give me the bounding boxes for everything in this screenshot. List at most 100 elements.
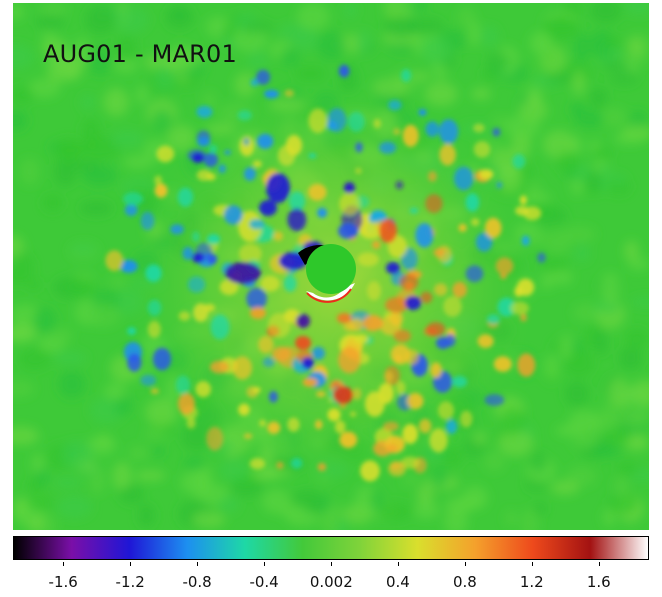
center-occulter	[298, 244, 356, 303]
noise-speckle	[484, 451, 505, 472]
residual-blob	[196, 169, 212, 181]
residual-blob	[400, 456, 420, 469]
noise-speckle	[505, 510, 517, 527]
noise-speckle	[561, 226, 596, 243]
residual-blob	[429, 428, 448, 453]
residual-blob	[395, 180, 404, 190]
colorbar-tick-label: 1.2	[519, 573, 544, 591]
residual-feature	[386, 262, 400, 274]
residual-blob	[347, 111, 365, 132]
residual-blob	[465, 265, 484, 283]
residual-blob	[373, 118, 382, 129]
noise-speckle	[605, 36, 622, 50]
colorbar-tick-mark	[197, 562, 199, 566]
residual-blob	[209, 360, 230, 374]
residual-blob	[479, 169, 494, 180]
noise-speckle	[602, 508, 616, 527]
noise-speckle	[39, 3, 68, 16]
noise-speckle	[320, 505, 340, 530]
residual-blob	[473, 141, 491, 158]
noise-speckle	[123, 154, 153, 170]
residual-blob	[439, 119, 459, 144]
residual-blob	[409, 207, 419, 214]
noise-speckle	[51, 327, 73, 344]
residual-blob	[105, 250, 124, 271]
residual-blob	[258, 335, 274, 354]
noise-speckle	[592, 445, 622, 458]
noise-speckle	[544, 19, 580, 32]
residual-blob	[486, 314, 500, 325]
residual-blob	[418, 109, 427, 116]
noise-speckle	[33, 307, 57, 334]
residual-blob	[287, 417, 300, 432]
residual-blob	[452, 281, 468, 298]
residual-feature	[266, 173, 290, 203]
residual-feature	[363, 315, 383, 331]
residual-blob	[260, 275, 280, 292]
residual-blob	[343, 182, 355, 194]
residual-blob	[197, 136, 211, 147]
noise-speckle	[590, 3, 622, 24]
noise-speckle	[601, 402, 616, 427]
noise-speckle	[291, 28, 320, 52]
residual-blob	[243, 137, 250, 146]
residual-blob	[338, 64, 350, 78]
residual-blob	[473, 123, 485, 133]
residual-blob	[186, 417, 196, 429]
noise-speckle	[13, 110, 28, 131]
residual-blob	[203, 152, 218, 167]
residual-blob	[256, 133, 274, 149]
residual-blob	[288, 191, 306, 212]
colorbar-tick-mark	[264, 562, 266, 566]
noise-speckle	[441, 447, 463, 468]
noise-speckle	[630, 296, 649, 308]
residual-blob	[276, 461, 284, 469]
residual-blob	[465, 193, 480, 212]
residual-blob	[492, 127, 501, 137]
noise-speckle	[14, 254, 34, 282]
noise-speckle	[27, 478, 42, 494]
noise-speckle	[114, 6, 149, 34]
noise-speckle	[167, 46, 203, 69]
residual-blob	[237, 110, 252, 121]
noise-speckle	[52, 53, 86, 73]
noise-speckle	[52, 351, 88, 365]
noise-speckle	[79, 201, 113, 216]
colorbar-tick-mark	[331, 562, 333, 566]
residual-blob	[285, 134, 303, 156]
residual-blob	[402, 423, 419, 444]
residual-blob	[514, 286, 523, 297]
noise-speckle	[57, 495, 92, 519]
noise-speckle	[135, 85, 149, 105]
residual-blob	[437, 401, 455, 420]
noise-speckle	[416, 482, 434, 506]
noise-speckle	[589, 88, 608, 108]
noise-speckle	[630, 379, 649, 405]
noise-speckle	[54, 138, 83, 164]
residual-blob	[389, 311, 403, 326]
noise-speckle	[86, 436, 117, 455]
residual-blob	[154, 175, 163, 186]
residual-blob	[218, 164, 226, 173]
noise-speckle	[134, 470, 166, 481]
residual-blob	[399, 274, 419, 291]
noise-speckle	[575, 110, 604, 128]
noise-speckle	[379, 502, 414, 522]
residual-blob	[182, 246, 194, 260]
residual-blob	[407, 392, 424, 410]
noise-speckle	[218, 495, 239, 514]
residual-blob	[308, 108, 328, 134]
residual-blob	[360, 460, 380, 482]
noise-speckle	[550, 480, 580, 496]
noise-speckle	[296, 3, 330, 31]
noise-speckle	[573, 244, 591, 263]
residual-blob	[327, 408, 341, 422]
residual-blob	[256, 69, 271, 85]
noise-speckle	[462, 485, 488, 510]
residual-blob	[178, 311, 191, 321]
residual-blob	[496, 181, 503, 189]
noise-speckle	[103, 88, 129, 117]
residual-blob	[378, 383, 394, 404]
residual-blob	[252, 387, 261, 393]
residual-blob	[224, 150, 232, 155]
